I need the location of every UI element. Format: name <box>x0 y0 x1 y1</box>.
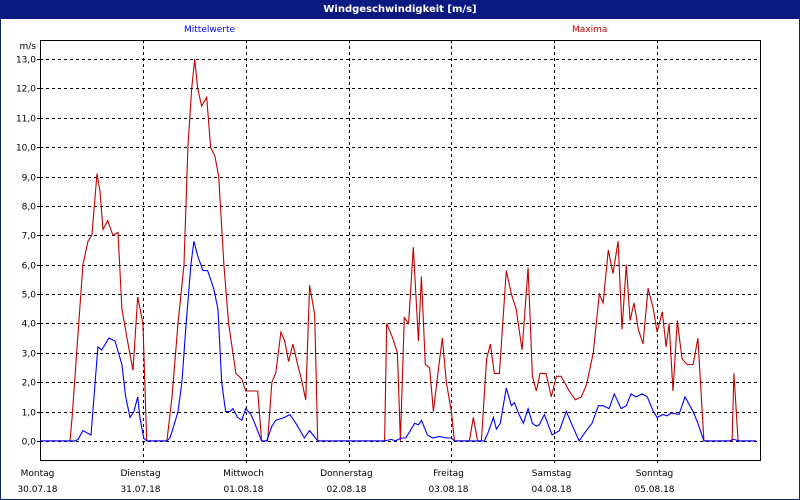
y-tick-label: 0,0 <box>22 438 37 448</box>
x-tick-date: 04.08.18 <box>531 485 571 495</box>
y-tick-label: 5,0 <box>22 291 37 301</box>
x-tick-day: Samstag <box>532 469 571 479</box>
y-tick-label: 9,0 <box>22 174 37 184</box>
y-axis-unit: m/s <box>20 42 37 52</box>
x-tick-day: Montag <box>21 469 55 479</box>
y-tick-label: 2,0 <box>22 379 37 389</box>
x-tick-day: Donnerstag <box>320 469 373 479</box>
x-tick-day: Mittwoch <box>223 469 264 479</box>
y-tick-label: 12,0 <box>16 85 36 95</box>
x-tick-day: Dienstag <box>120 469 160 479</box>
y-tick-label: 3,0 <box>22 350 37 360</box>
window-title: Windgeschwindigkeit [m/s] <box>0 0 800 19</box>
legend-maxima: Maxima <box>572 25 608 35</box>
y-tick-label: 7,0 <box>22 232 37 242</box>
x-tick-date: 05.08.18 <box>634 485 674 495</box>
x-tick-date: 01.08.18 <box>223 485 263 495</box>
y-tick-label: 13,0 <box>16 56 36 66</box>
legend-mittelwerte: Mittelwerte <box>184 25 236 35</box>
x-tick-day: Freitag <box>433 469 464 479</box>
x-tick-day: Sonntag <box>636 469 673 479</box>
x-tick-date: 03.08.18 <box>428 485 468 495</box>
y-tick-label: 4,0 <box>22 320 37 330</box>
x-tick-date: 31.07.18 <box>120 485 160 495</box>
y-tick-label: 1,0 <box>22 409 37 419</box>
y-tick-label: 6,0 <box>22 262 37 272</box>
y-tick-label: 10,0 <box>16 144 36 154</box>
series-line-mittelwerte <box>40 241 757 443</box>
x-tick-date: 02.08.18 <box>326 485 366 495</box>
y-tick-label: 11,0 <box>16 115 36 125</box>
x-tick-date: 30.07.18 <box>17 485 57 495</box>
y-tick-label: 8,0 <box>22 203 37 213</box>
series-line-maxima <box>40 59 757 442</box>
plot-frame <box>40 40 761 461</box>
